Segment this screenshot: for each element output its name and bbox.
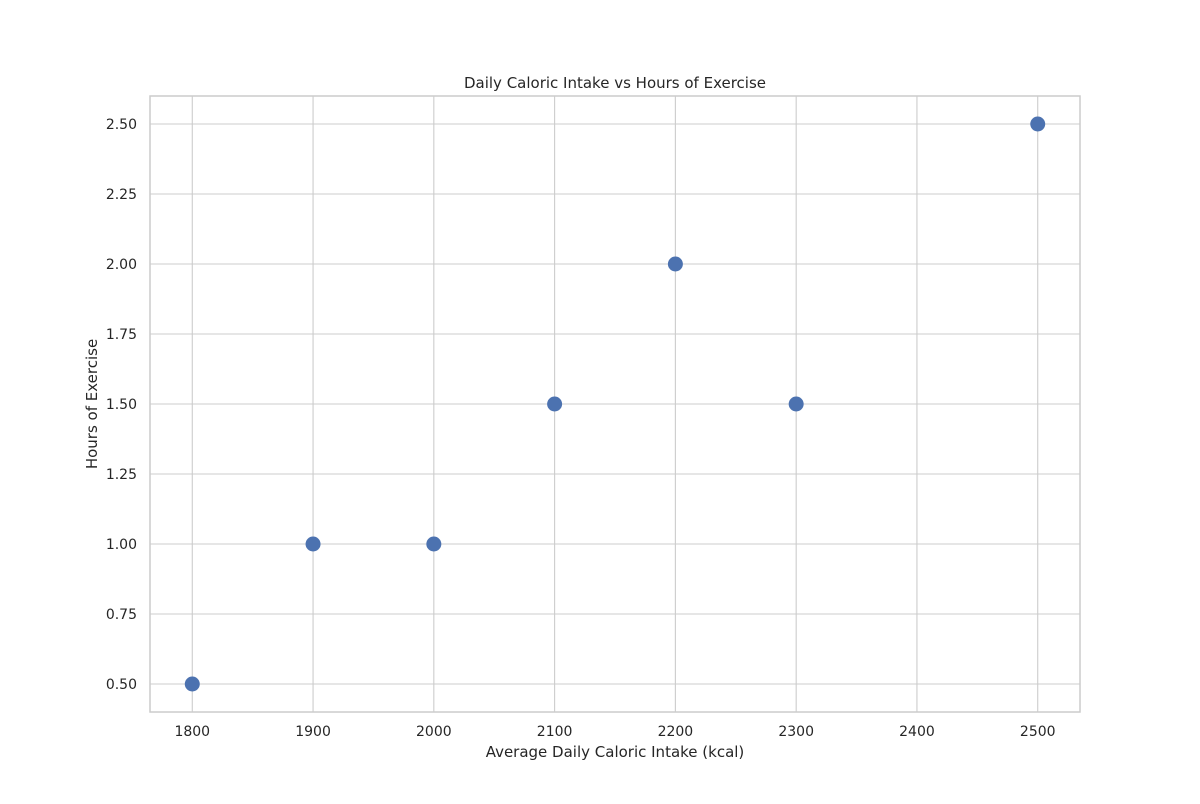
data-points — [184, 116, 1046, 692]
y-tick-label: 2.00 — [106, 257, 137, 273]
y-axis-label: Hours of Exercise — [83, 339, 101, 469]
x-tick-labels: 1800 1900 2000 2100 2200 2300 2400 2500 — [174, 724, 1055, 740]
x-tick-label: 2500 — [1020, 724, 1056, 740]
chart-title: Daily Caloric Intake vs Hours of Exercis… — [464, 74, 766, 92]
y-tick-label: 1.25 — [106, 467, 137, 483]
x-tick-label: 1900 — [295, 724, 331, 740]
x-tick-label: 2300 — [778, 724, 814, 740]
data-point — [547, 396, 563, 412]
x-tick-label: 1800 — [174, 724, 210, 740]
data-point — [667, 256, 683, 272]
y-tick-labels: 0.50 0.75 1.00 1.25 1.50 1.75 2.00 2.25 2.50 — [106, 117, 137, 693]
data-point — [184, 676, 200, 692]
y-tick-label: 1.75 — [106, 327, 137, 343]
data-point — [305, 536, 321, 552]
data-point — [1030, 116, 1046, 132]
x-tick-label: 2100 — [537, 724, 573, 740]
x-tick-label: 2000 — [416, 724, 452, 740]
x-tick-label: 2400 — [899, 724, 935, 740]
y-tick-label: 0.75 — [106, 607, 137, 623]
y-tick-label: 1.00 — [106, 537, 137, 553]
x-axis-label: Average Daily Caloric Intake (kcal) — [486, 743, 745, 761]
data-point — [426, 536, 442, 552]
plot-frame — [149, 95, 1081, 713]
data-point — [788, 396, 804, 412]
y-tick-label: 2.25 — [106, 187, 137, 203]
x-tick-label: 2200 — [658, 724, 694, 740]
grid — [150, 96, 1080, 712]
y-tick-label: 1.50 — [106, 397, 137, 413]
y-tick-label: 0.50 — [106, 677, 137, 693]
y-tick-label: 2.50 — [106, 117, 137, 133]
